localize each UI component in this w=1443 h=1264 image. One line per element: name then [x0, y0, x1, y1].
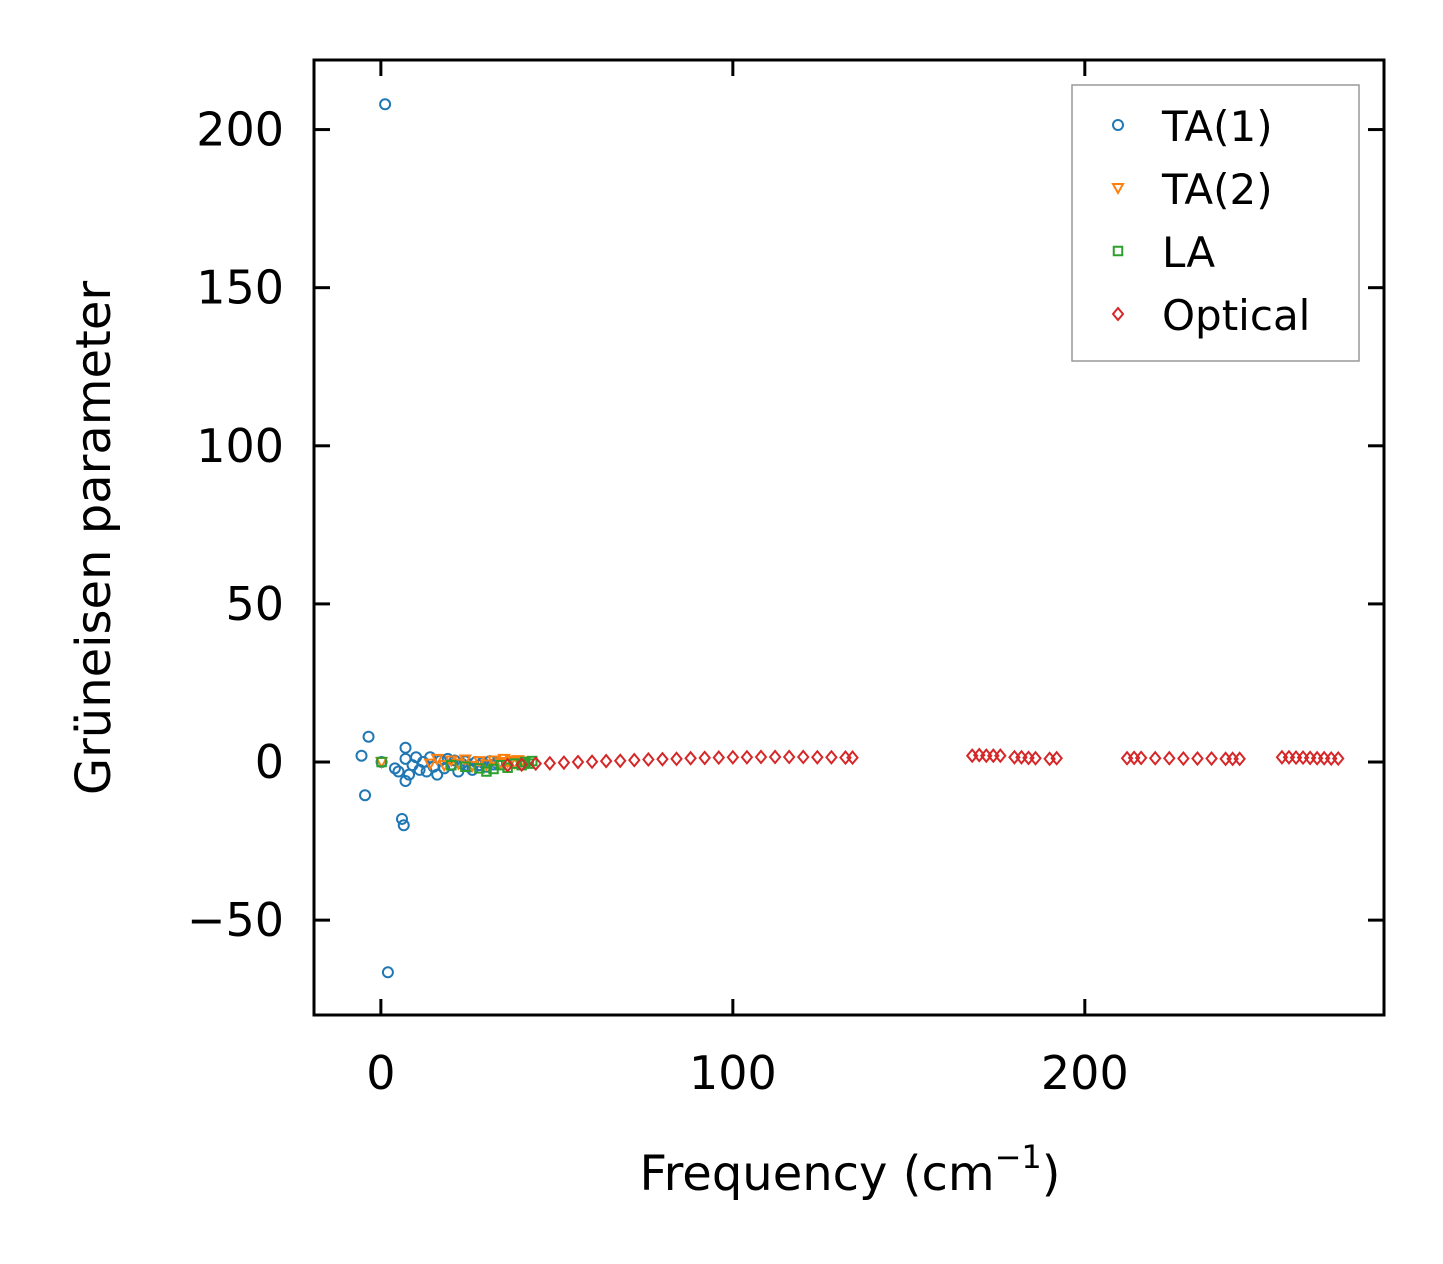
x-axis-title-close: )	[1042, 1146, 1061, 1202]
data-point-optical	[1233, 751, 1246, 767]
tick-layer: 0 100 200 −50 0 50 100 150 200	[187, 60, 1384, 1100]
y-tick-label: −50	[187, 893, 284, 947]
y-tick-label: 0	[255, 735, 284, 789]
legend-entry-ta-2: TA(2)	[1111, 165, 1273, 214]
data-point-optical	[1148, 750, 1162, 766]
data-point-optical	[613, 753, 627, 769]
data-point-optical	[599, 753, 613, 769]
data-point-optical	[698, 750, 711, 766]
data-point-optical	[782, 749, 796, 765]
data-point-optical	[712, 750, 726, 766]
data-point-la	[474, 763, 485, 774]
data-point-optical	[846, 750, 859, 766]
data-point-optical	[571, 754, 585, 770]
data-point-ta-1	[392, 765, 405, 778]
data-point-ta-2	[458, 754, 473, 767]
x-tick-label: 200	[1041, 1046, 1129, 1100]
data-point-optical	[656, 751, 669, 767]
data-point-ta-1	[399, 774, 412, 787]
data-point-ta-1	[381, 966, 394, 979]
y-tick-label: 50	[225, 577, 284, 631]
data-point-optical	[994, 748, 1007, 764]
series-layer	[355, 98, 1345, 979]
data-point-optical	[515, 756, 528, 773]
data-point-optical	[543, 755, 557, 771]
legend: TA(1) TA(2) LA Optical	[1071, 84, 1360, 362]
data-point-la	[460, 761, 471, 773]
data-point-la	[376, 756, 387, 768]
data-point-ta-1	[395, 812, 408, 825]
data-point-optical	[740, 749, 754, 765]
data-point-optical	[1205, 750, 1218, 767]
data-point-optical	[768, 749, 782, 765]
data-point-la	[481, 766, 492, 777]
data-point-ta-1	[399, 741, 412, 754]
data-point-optical	[684, 750, 697, 766]
legend-marker-ta-1	[1112, 119, 1124, 131]
data-point-optical	[796, 749, 810, 765]
data-point-optical	[1177, 750, 1190, 767]
data-point-optical	[642, 751, 655, 768]
data-point-optical	[557, 755, 571, 771]
y-tick-label: 100	[196, 419, 284, 473]
series-optical	[501, 747, 1345, 773]
x-axis-title-sup: −1	[995, 1138, 1042, 1176]
legend-entry-ta-1: TA(1)	[1112, 102, 1273, 151]
legend-label-ta-1: TA(1)	[1161, 102, 1273, 151]
plot-frame	[312, 58, 1386, 1017]
data-point-ta-1	[379, 98, 392, 111]
legend-marker-ta-2	[1111, 183, 1125, 196]
data-point-optical	[825, 749, 838, 765]
data-point-ta-2	[430, 753, 444, 766]
data-point-optical	[585, 754, 599, 770]
data-point-optical	[726, 749, 740, 765]
data-point-ta-1	[397, 819, 410, 832]
data-point-ta-1	[359, 789, 372, 802]
data-point-la	[446, 759, 457, 771]
data-point-optical	[1162, 750, 1176, 766]
data-point-optical	[1331, 750, 1345, 767]
data-point-optical	[670, 751, 683, 767]
data-point-ta-1	[355, 749, 368, 762]
x-axis-title: Frequency (cm−1)	[639, 1138, 1060, 1202]
legend-entry-optical: Optical	[1111, 291, 1310, 340]
y-axis-title: Grüneisen parameter	[66, 281, 122, 796]
data-point-ta-1	[431, 768, 444, 781]
x-axis-title-main: Frequency (cm	[639, 1146, 994, 1202]
y-tick-label: 200	[196, 103, 284, 157]
legend-entry-la: LA	[1112, 228, 1215, 277]
data-point-ta-1	[362, 730, 375, 743]
data-point-optical	[529, 756, 543, 772]
legend-label-optical: Optical	[1162, 291, 1310, 340]
x-tick-label: 100	[689, 1046, 777, 1100]
data-point-optical	[1191, 750, 1204, 767]
data-point-optical	[1134, 750, 1148, 766]
data-point-optical	[627, 752, 641, 768]
x-tick-label: 0	[366, 1046, 395, 1100]
data-point-la	[495, 759, 506, 771]
data-point-optical	[754, 749, 768, 765]
legend-marker-la	[1112, 245, 1124, 257]
legend-label-ta-2: TA(2)	[1161, 165, 1273, 214]
data-point-optical	[1050, 750, 1063, 766]
y-tick-label: 150	[196, 261, 284, 315]
data-point-ta-1	[388, 762, 401, 775]
legend-label-la: LA	[1162, 228, 1215, 277]
legend-marker-optical	[1111, 306, 1125, 322]
legend-box	[1071, 84, 1360, 362]
data-point-optical	[811, 749, 824, 765]
data-point-optical	[1029, 750, 1042, 766]
data-point-ta-2	[423, 758, 437, 771]
data-point-optical	[501, 757, 514, 773]
